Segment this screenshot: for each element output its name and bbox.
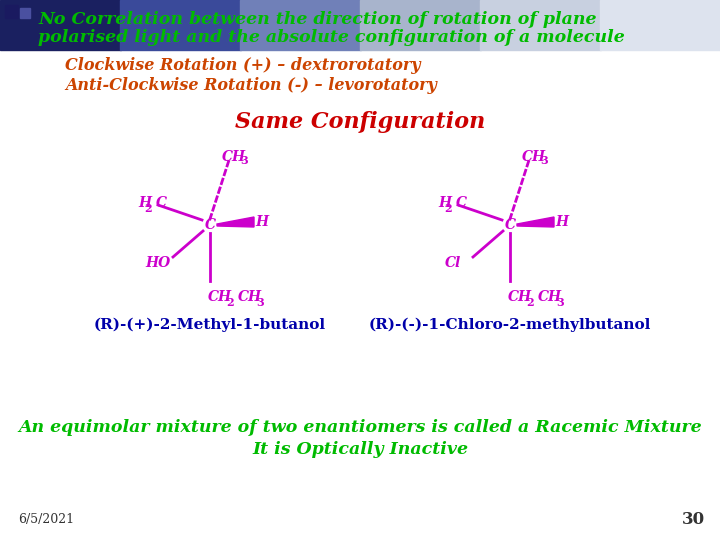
Bar bbox=[240, 0, 361, 50]
Text: An equimolar mixture of two enantiomers is called a Racemic Mixture: An equimolar mixture of two enantiomers … bbox=[18, 420, 702, 436]
Text: C: C bbox=[505, 218, 516, 232]
Text: 3: 3 bbox=[256, 296, 264, 307]
Text: 30: 30 bbox=[682, 511, 705, 529]
Text: 2: 2 bbox=[144, 202, 152, 213]
Text: polarised light and the absolute configuration of a molecule: polarised light and the absolute configu… bbox=[38, 30, 625, 46]
Bar bbox=[600, 0, 720, 50]
Text: Cl: Cl bbox=[445, 256, 462, 270]
Bar bbox=[120, 0, 241, 50]
Polygon shape bbox=[217, 217, 254, 227]
Text: C: C bbox=[456, 196, 467, 210]
Text: H: H bbox=[555, 215, 569, 229]
Bar bbox=[480, 0, 601, 50]
Text: H: H bbox=[438, 196, 451, 210]
Text: H: H bbox=[256, 215, 269, 229]
Text: 3: 3 bbox=[540, 156, 548, 166]
Text: CH: CH bbox=[508, 290, 532, 304]
Text: Clockwise Rotation (+) – dextrorotatory: Clockwise Rotation (+) – dextrorotatory bbox=[65, 57, 420, 75]
Bar bbox=[20, 8, 30, 18]
Text: (R)-(-)-1-Chloro-2-methylbutanol: (R)-(-)-1-Chloro-2-methylbutanol bbox=[369, 318, 651, 332]
Text: CH: CH bbox=[238, 290, 262, 304]
Text: CH: CH bbox=[222, 150, 246, 164]
Text: Same Configuration: Same Configuration bbox=[235, 111, 485, 133]
Text: 3: 3 bbox=[556, 296, 564, 307]
Text: 2: 2 bbox=[444, 202, 452, 213]
Text: (R)-(+)-2-Methyl-1-butanol: (R)-(+)-2-Methyl-1-butanol bbox=[94, 318, 326, 332]
Text: CH: CH bbox=[208, 290, 232, 304]
Bar bbox=[0, 0, 121, 50]
Text: Anti-Clockwise Rotation (-) – levorotatory: Anti-Clockwise Rotation (-) – levorotato… bbox=[65, 77, 437, 93]
Text: 2: 2 bbox=[526, 296, 534, 307]
Text: CH: CH bbox=[522, 150, 546, 164]
Text: It is Optically Inactive: It is Optically Inactive bbox=[252, 442, 468, 458]
Bar bbox=[360, 0, 481, 50]
Text: CH: CH bbox=[538, 290, 562, 304]
Text: 3: 3 bbox=[240, 156, 248, 166]
Text: H: H bbox=[138, 196, 151, 210]
Text: C: C bbox=[204, 218, 215, 232]
Text: No Correlation between the direction of rotation of plane: No Correlation between the direction of … bbox=[38, 11, 596, 29]
Text: 2: 2 bbox=[226, 296, 234, 307]
Text: HO: HO bbox=[145, 256, 170, 270]
Text: C: C bbox=[156, 196, 167, 210]
Text: 6/5/2021: 6/5/2021 bbox=[18, 514, 74, 526]
Bar bbox=[5, 5, 18, 18]
Polygon shape bbox=[517, 217, 554, 227]
